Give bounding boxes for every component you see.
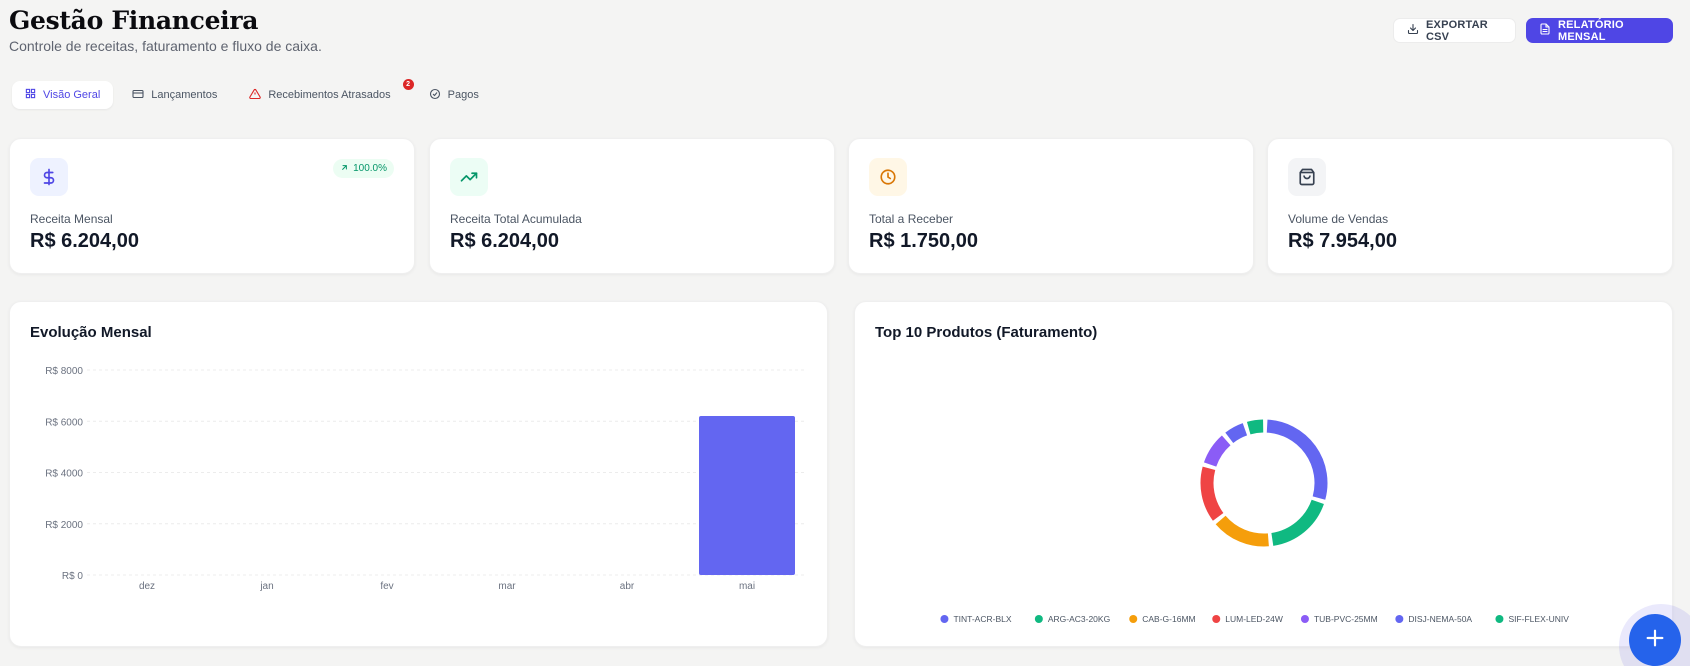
y-tick-label: R$ 0 (62, 571, 84, 582)
stat-card-total-revenue: Receita Total Acumulada R$ 6.204,00 (429, 138, 835, 274)
tab-label: Recebimentos Atrasados (268, 89, 391, 101)
stat-card-sales-volume: Volume de Vendas R$ 7.954,00 (1267, 138, 1673, 274)
panel-title: Top 10 Produtos (Faturamento) (875, 324, 1098, 341)
legend-label: SIF-FLEX-UNIV (1508, 614, 1569, 624)
legend-swatch (1495, 615, 1504, 623)
x-tick-label: abr (620, 581, 635, 592)
donut-slice[interactable] (1271, 499, 1324, 546)
donut-slice[interactable] (1203, 435, 1231, 467)
y-tick-label: R$ 4000 (45, 469, 83, 480)
donut-slice[interactable] (1200, 466, 1224, 521)
trend-badge: 100.0% (333, 159, 394, 178)
tab-paid[interactable]: Pagos (416, 81, 492, 109)
monthly-evolution-chart: R$ 0 R$ 2000 R$ 4000 R$ 6000 R$ 8000 dez jan fe… (45, 366, 807, 592)
trending-up-icon (450, 158, 488, 196)
legend-swatch (940, 615, 949, 623)
tab-overview[interactable]: Visão Geral (12, 81, 114, 109)
legend-swatch (1395, 615, 1404, 623)
stat-value: R$ 7.954,00 (1288, 230, 1397, 252)
grid-icon (25, 88, 36, 102)
export-csv-button[interactable]: EXPORTAR CSV (1393, 18, 1516, 43)
arrow-up-right-icon (340, 163, 349, 175)
monthly-report-button[interactable]: RELATÓRIO MENSAL (1526, 18, 1673, 43)
stat-card-receivable: Total a Receber R$ 1.750,00 (848, 138, 1254, 274)
x-tick-label: dez (139, 581, 155, 592)
legend-label: TINT-ACR-BLX (953, 614, 1011, 624)
stat-value: R$ 1.750,00 (869, 230, 978, 252)
check-circle-icon (429, 88, 441, 103)
shopping-bag-icon (1288, 158, 1326, 196)
page-subtitle: Controle de receitas, faturamento e flux… (9, 38, 322, 54)
legend-swatch (1300, 615, 1309, 623)
donut-slice[interactable] (1215, 515, 1269, 547)
stat-label: Total a Receber (869, 212, 954, 226)
monthly-evolution-panel: Evolução Mensal R$ 0 R$ 2000 R$ 4000 R$ 600… (9, 301, 828, 647)
donut-slice[interactable] (1266, 419, 1328, 500)
x-tick-label: mai (739, 581, 755, 592)
add-entry-button-circle[interactable] (1629, 614, 1681, 666)
file-text-icon (1539, 23, 1551, 38)
y-tick-label: R$ 8000 (45, 366, 83, 377)
stat-label: Volume de Vendas (1288, 212, 1389, 226)
dollar-icon (30, 158, 68, 196)
donut-slice[interactable] (1225, 423, 1248, 444)
stat-card-monthly-revenue: 100.0% Receita Mensal R$ 6.204,00 (9, 138, 415, 274)
legend-label: CAB-G-16MM (1142, 614, 1195, 624)
tab-label: Pagos (447, 89, 479, 101)
legend-swatch (1212, 615, 1221, 623)
tab-bar: Visão Geral Lançamentos Recebimentos Atr… (12, 79, 492, 109)
stat-label: Receita Mensal (30, 212, 113, 226)
page-header: Gestão Financeira Controle de receitas, … (9, 6, 322, 54)
tab-entries[interactable]: Lançamentos (119, 81, 230, 109)
legend-swatch (1034, 615, 1043, 623)
panel-title: Evolução Mensal (30, 324, 152, 341)
top-products-chart: TINT-ACR-BLX ARG-AC3-20KG CAB-G-16MM LUM-LE… (940, 419, 1569, 624)
tab-overdue[interactable]: Recebimentos Atrasados 2 (236, 79, 414, 109)
y-tick-label: R$ 2000 (45, 520, 83, 531)
page-title: Gestão Financeira (9, 6, 259, 35)
x-tick-label: jan (259, 581, 273, 592)
monthly-report-label: RELATÓRIO MENSAL (1558, 18, 1624, 43)
clock-icon (869, 158, 907, 196)
export-csv-label: EXPORTAR CSV (1426, 18, 1488, 43)
stat-value: R$ 6.204,00 (450, 230, 559, 252)
top-products-panel: Top 10 Produtos (Faturamento) TINT-ACR-B… (854, 301, 1673, 647)
trend-value: 100.0% (353, 163, 387, 174)
stat-label: Receita Total Acumulada (450, 212, 582, 226)
download-icon (1407, 23, 1419, 38)
plus-icon (1644, 627, 1666, 654)
legend-swatch (1129, 615, 1138, 623)
legend-label: LUM-LED-24W (1225, 614, 1283, 624)
legend-label: TUB-PVC-25MM (1314, 614, 1378, 624)
alert-triangle-icon (249, 88, 262, 103)
donut-slice[interactable] (1246, 419, 1264, 435)
x-tick-label: fev (380, 581, 393, 592)
bar[interactable] (699, 416, 795, 575)
x-tick-label: mar (498, 581, 516, 592)
legend-label: ARG-AC3-20KG (1048, 614, 1110, 624)
legend-label: DISJ-NEMA-50A (1408, 614, 1472, 624)
credit-card-icon (132, 88, 144, 103)
tab-label: Visão Geral (43, 89, 101, 101)
stat-value: R$ 6.204,00 (30, 230, 139, 252)
overdue-count-badge: 2 (402, 79, 414, 90)
y-tick-label: R$ 6000 (45, 417, 83, 428)
tab-label: Lançamentos (151, 89, 218, 101)
